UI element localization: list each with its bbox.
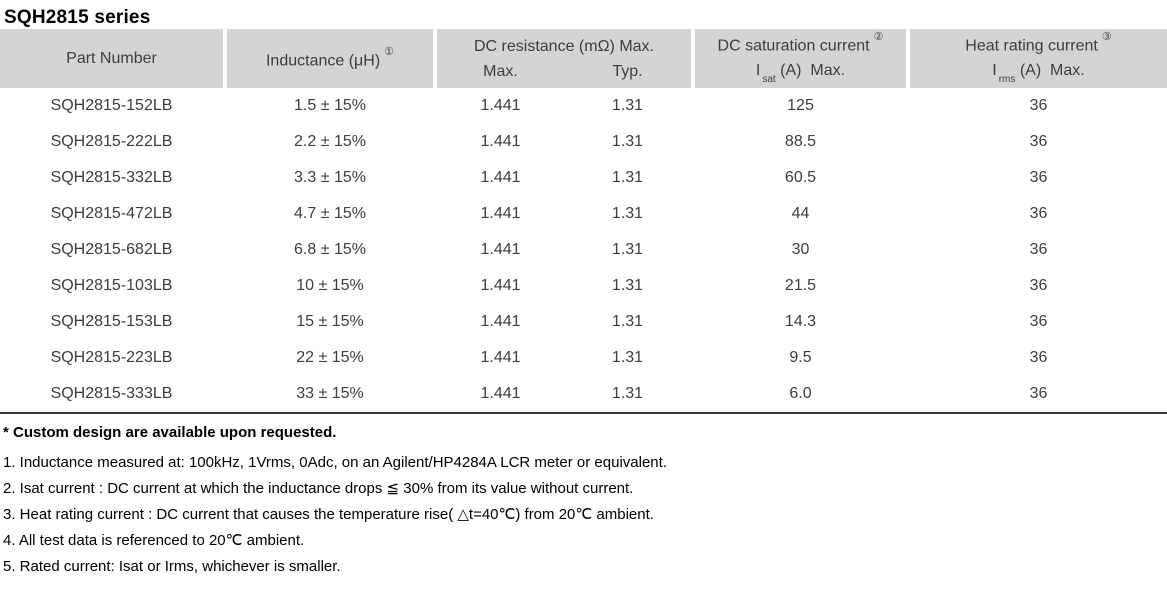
cell-rdc-max: 1.441 bbox=[480, 385, 521, 402]
cell-rdc-max: 1.441 bbox=[480, 313, 521, 330]
cell-part-number: SQH2815-682LB bbox=[50, 241, 173, 258]
header-isat-unit: Isat (A) Max. bbox=[755, 62, 846, 86]
header-dc-resistance-label: DC resistance (mΩ) Max. bbox=[474, 37, 654, 55]
cell-irms: 36 bbox=[1029, 385, 1048, 402]
cell-part-number: SQH2815-153LB bbox=[50, 313, 173, 330]
cell-rdc-typ: 1.31 bbox=[611, 313, 644, 330]
cell-part-number: SQH2815-332LB bbox=[50, 169, 173, 186]
cell-part-number: SQH2815-103LB bbox=[50, 277, 173, 294]
cell-irms: 36 bbox=[1029, 97, 1048, 114]
footnotes: * Custom design are available upon reque… bbox=[0, 414, 1167, 580]
cell-part-number: SQH2815-223LB bbox=[50, 349, 173, 366]
cell-irms: 36 bbox=[1029, 169, 1048, 186]
footnote-2: 2. Isat current : DC current at which th… bbox=[3, 480, 634, 497]
header-inductance: Inductance (μH)① bbox=[227, 29, 433, 88]
cell-rdc-typ: 1.31 bbox=[611, 241, 644, 258]
cell-inductance: 10 ± 15% bbox=[296, 277, 364, 294]
spec-table: Part Number Inductance (μH)① DC resistan… bbox=[0, 29, 1167, 414]
cell-rdc-max: 1.441 bbox=[480, 169, 521, 186]
cell-isat: 9.5 bbox=[789, 349, 812, 366]
cell-isat: 44 bbox=[791, 205, 810, 222]
cell-isat: 30 bbox=[791, 241, 810, 258]
table-row: SQH2815-333LB 33 ± 15% 1.441 1.31 6.0 36 bbox=[0, 376, 1167, 412]
custom-design-note: * Custom design are available upon reque… bbox=[3, 424, 337, 441]
cell-part-number: SQH2815-333LB bbox=[50, 385, 173, 402]
footnote-ref-2: ② bbox=[873, 30, 884, 43]
header-irms-unit: Irms (A) Max. bbox=[992, 62, 1085, 86]
cell-rdc-max: 1.441 bbox=[480, 133, 521, 150]
table-row: SQH2815-222LB 2.2 ± 15% 1.441 1.31 88.5 … bbox=[0, 124, 1167, 160]
cell-isat: 14.3 bbox=[784, 313, 817, 330]
cell-rdc-typ: 1.31 bbox=[611, 277, 644, 294]
cell-isat: 6.0 bbox=[789, 385, 812, 402]
table-row: SQH2815-152LB 1.5 ± 15% 1.441 1.31 125 3… bbox=[0, 88, 1167, 124]
table-body: SQH2815-152LB 1.5 ± 15% 1.441 1.31 125 3… bbox=[0, 88, 1167, 412]
footnote-1: 1. Inductance measured at: 100kHz, 1Vrms… bbox=[3, 454, 667, 471]
header-dc-resistance-subrow: Max. Typ. bbox=[437, 60, 691, 84]
cell-rdc-typ: 1.31 bbox=[611, 133, 644, 150]
footnote-ref-1: ① bbox=[384, 45, 395, 58]
header-dc-resistance: DC resistance (mΩ) Max. Max. Typ. bbox=[437, 29, 691, 88]
cell-rdc-max: 1.441 bbox=[480, 205, 521, 222]
cell-rdc-typ: 1.31 bbox=[611, 169, 644, 186]
table-row: SQH2815-332LB 3.3 ± 15% 1.441 1.31 60.5 … bbox=[0, 160, 1167, 196]
cell-isat: 125 bbox=[787, 97, 814, 114]
header-part-number-label: Part Number bbox=[66, 49, 157, 67]
header-heat-rating: Heat rating current③ Irms (A) Max. bbox=[910, 29, 1167, 88]
cell-isat: 88.5 bbox=[784, 133, 817, 150]
header-rdc-max: Max. bbox=[483, 62, 518, 80]
cell-part-number: SQH2815-472LB bbox=[50, 205, 173, 222]
cell-inductance: 3.3 ± 15% bbox=[294, 169, 366, 186]
cell-inductance: 6.8 ± 15% bbox=[294, 241, 366, 258]
table-row: SQH2815-682LB 6.8 ± 15% 1.441 1.31 30 36 bbox=[0, 232, 1167, 268]
isat-subscript: sat bbox=[762, 74, 776, 86]
cell-rdc-typ: 1.31 bbox=[611, 205, 644, 222]
header-heat-rating-label: Heat rating current③ bbox=[965, 30, 1112, 55]
cell-inductance: 33 ± 15% bbox=[296, 385, 364, 402]
irms-subscript: rms bbox=[998, 74, 1016, 86]
footnote-3: 3. Heat rating current : DC current that… bbox=[3, 506, 654, 523]
page-title: SQH2815 series bbox=[4, 7, 151, 28]
cell-irms: 36 bbox=[1029, 205, 1048, 222]
cell-rdc-typ: 1.31 bbox=[611, 349, 644, 366]
cell-irms: 36 bbox=[1029, 277, 1048, 294]
cell-isat: 60.5 bbox=[784, 169, 817, 186]
cell-inductance: 15 ± 15% bbox=[296, 313, 364, 330]
cell-irms: 36 bbox=[1029, 313, 1048, 330]
cell-rdc-max: 1.441 bbox=[480, 241, 521, 258]
table-row: SQH2815-153LB 15 ± 15% 1.441 1.31 14.3 3… bbox=[0, 304, 1167, 340]
cell-rdc-typ: 1.31 bbox=[611, 97, 644, 114]
header-saturation-label: DC saturation current② bbox=[717, 30, 884, 55]
cell-irms: 36 bbox=[1029, 349, 1048, 366]
header-inductance-label: Inductance (μH)① bbox=[265, 45, 395, 70]
cell-irms: 36 bbox=[1029, 241, 1048, 258]
footnote-ref-3: ③ bbox=[1101, 30, 1112, 43]
table-row: SQH2815-472LB 4.7 ± 15% 1.441 1.31 44 36 bbox=[0, 196, 1167, 232]
header-saturation-current: DC saturation current② Isat (A) Max. bbox=[695, 29, 906, 88]
cell-part-number: SQH2815-222LB bbox=[50, 133, 173, 150]
cell-inductance: 4.7 ± 15% bbox=[294, 205, 366, 222]
table-row: SQH2815-223LB 22 ± 15% 1.441 1.31 9.5 36 bbox=[0, 340, 1167, 376]
cell-isat: 21.5 bbox=[784, 277, 817, 294]
cell-part-number: SQH2815-152LB bbox=[50, 97, 173, 114]
header-rdc-typ: Typ. bbox=[612, 62, 643, 80]
cell-irms: 36 bbox=[1029, 133, 1048, 150]
cell-rdc-max: 1.441 bbox=[480, 349, 521, 366]
cell-inductance: 2.2 ± 15% bbox=[294, 133, 366, 150]
cell-inductance: 22 ± 15% bbox=[296, 349, 364, 366]
footnote-4: 4. All test data is referenced to 20℃ am… bbox=[3, 532, 305, 549]
cell-rdc-max: 1.441 bbox=[480, 97, 521, 114]
table-header-row: Part Number Inductance (μH)① DC resistan… bbox=[0, 29, 1167, 88]
cell-inductance: 1.5 ± 15% bbox=[294, 97, 366, 114]
header-part-number: Part Number bbox=[0, 29, 223, 88]
footnote-5: 5. Rated current: Isat or Irms, whicheve… bbox=[3, 558, 341, 575]
cell-rdc-typ: 1.31 bbox=[611, 385, 644, 402]
table-row: SQH2815-103LB 10 ± 15% 1.441 1.31 21.5 3… bbox=[0, 268, 1167, 304]
cell-rdc-max: 1.441 bbox=[480, 277, 521, 294]
